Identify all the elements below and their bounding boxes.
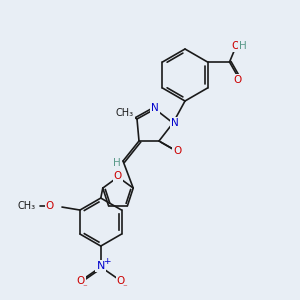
Text: N: N [171,118,179,128]
Text: N: N [97,261,105,271]
Text: O: O [117,276,125,286]
Text: O: O [46,201,54,211]
Text: H: H [238,41,246,51]
Text: CH₃: CH₃ [18,201,36,211]
Text: H: H [113,158,121,168]
Text: ⁻: ⁻ [122,284,127,292]
Text: +: + [103,256,110,266]
Text: O: O [233,75,242,85]
Text: O: O [231,41,240,51]
Text: N: N [151,103,159,113]
Text: ⁻: ⁻ [82,284,87,292]
Text: O: O [173,146,181,156]
Text: CH₃: CH₃ [116,108,134,118]
Text: O: O [114,171,122,181]
Text: O: O [77,276,85,286]
